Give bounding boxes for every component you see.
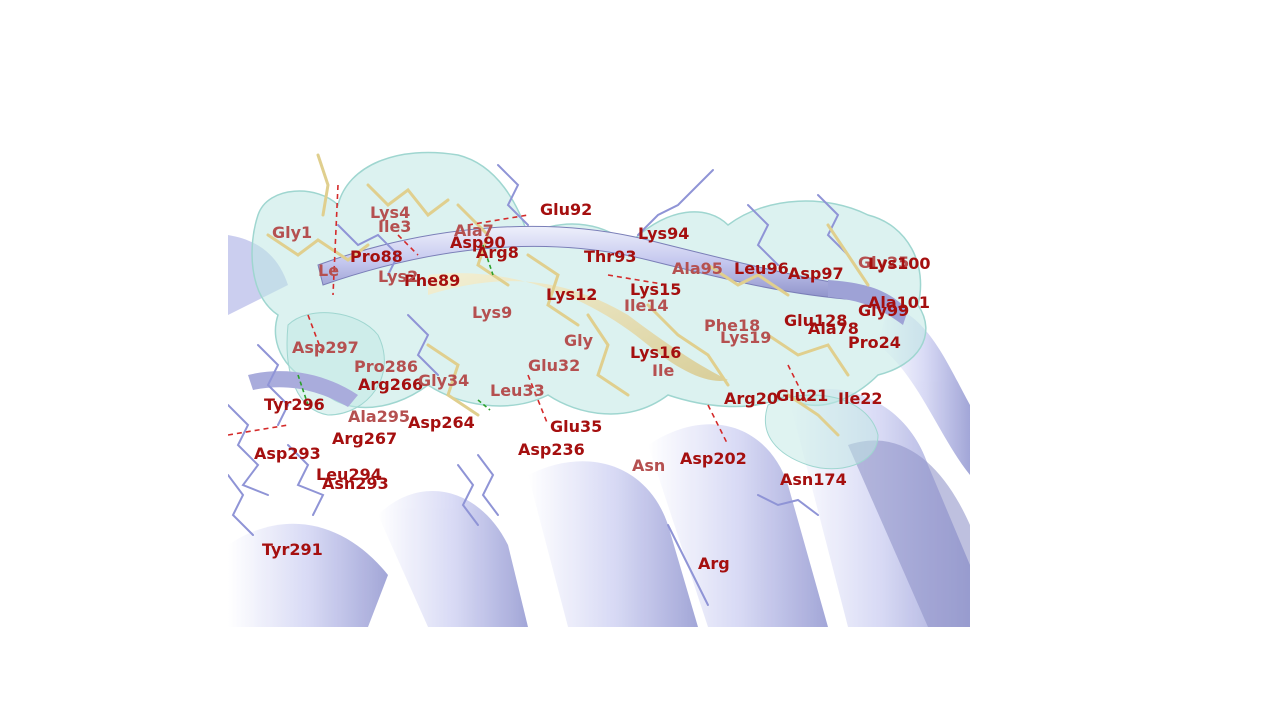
residue-label: Asp293 (254, 446, 321, 462)
residue-label: Leu96 (734, 261, 789, 277)
residue-label: Glu92 (540, 202, 592, 218)
residue-label: Ile14 (624, 298, 669, 314)
residue-label: Lys19 (720, 330, 771, 346)
residue-label: Asn (632, 458, 665, 474)
residue-label: Asp264 (408, 415, 475, 431)
residue-label: Pro88 (350, 249, 403, 265)
residue-label: Ala7 (454, 223, 494, 239)
residue-label: Gly99 (858, 303, 909, 319)
residue-label: Glu21 (776, 388, 828, 404)
residue-label: Lys94 (638, 226, 689, 242)
residue-label: Asp97 (788, 266, 844, 282)
residue-label: Lys9 (472, 305, 512, 321)
residue-label: Arg20 (724, 391, 778, 407)
residue-label: Ile22 (838, 391, 883, 407)
residue-label: Gly1 (272, 225, 312, 241)
residue-label: Arg266 (358, 377, 423, 393)
residue-label: Arg (698, 556, 730, 572)
residue-label: Lys2 (378, 269, 418, 285)
residue-label: Ala95 (672, 261, 723, 277)
residue-label: Asp236 (518, 442, 585, 458)
molecule-viewport[interactable]: Gly1 Lys4 Ile3 Pro88 Phe89 Le Lys2 Arg8 Asp90 Ala… (228, 145, 970, 627)
residue-label: Asp297 (292, 340, 359, 356)
residue-label: Glu32 (528, 358, 580, 374)
residue-label: Glu35 (550, 419, 602, 435)
residue-label: Leu33 (490, 383, 545, 399)
residue-label: Gly34 (418, 373, 469, 389)
residue-label: Ile3 (378, 219, 411, 235)
residue-label: Lys12 (546, 287, 597, 303)
residue-label: Ile (652, 363, 674, 379)
residue-label: Pro286 (354, 359, 418, 375)
residue-label: Lys16 (630, 345, 681, 361)
residue-label: Asp202 (680, 451, 747, 467)
residue-label: Thr93 (584, 249, 636, 265)
residue-labels: Gly1 Lys4 Ile3 Pro88 Phe89 Le Lys2 Arg8 Asp90 Ala… (228, 145, 970, 627)
residue-label: Gly (564, 333, 593, 349)
residue-label: Tyr291 (262, 542, 323, 558)
residue-label: Asn174 (780, 472, 847, 488)
residue-label: Arg267 (332, 431, 397, 447)
residue-label: Lys100 (868, 256, 930, 272)
residue-label: Tyr296 (264, 397, 325, 413)
residue-label: Asn293 (322, 476, 389, 492)
residue-label: Ala295 (348, 409, 410, 425)
residue-label: Le (318, 263, 339, 279)
residue-label: Pro24 (848, 335, 901, 351)
